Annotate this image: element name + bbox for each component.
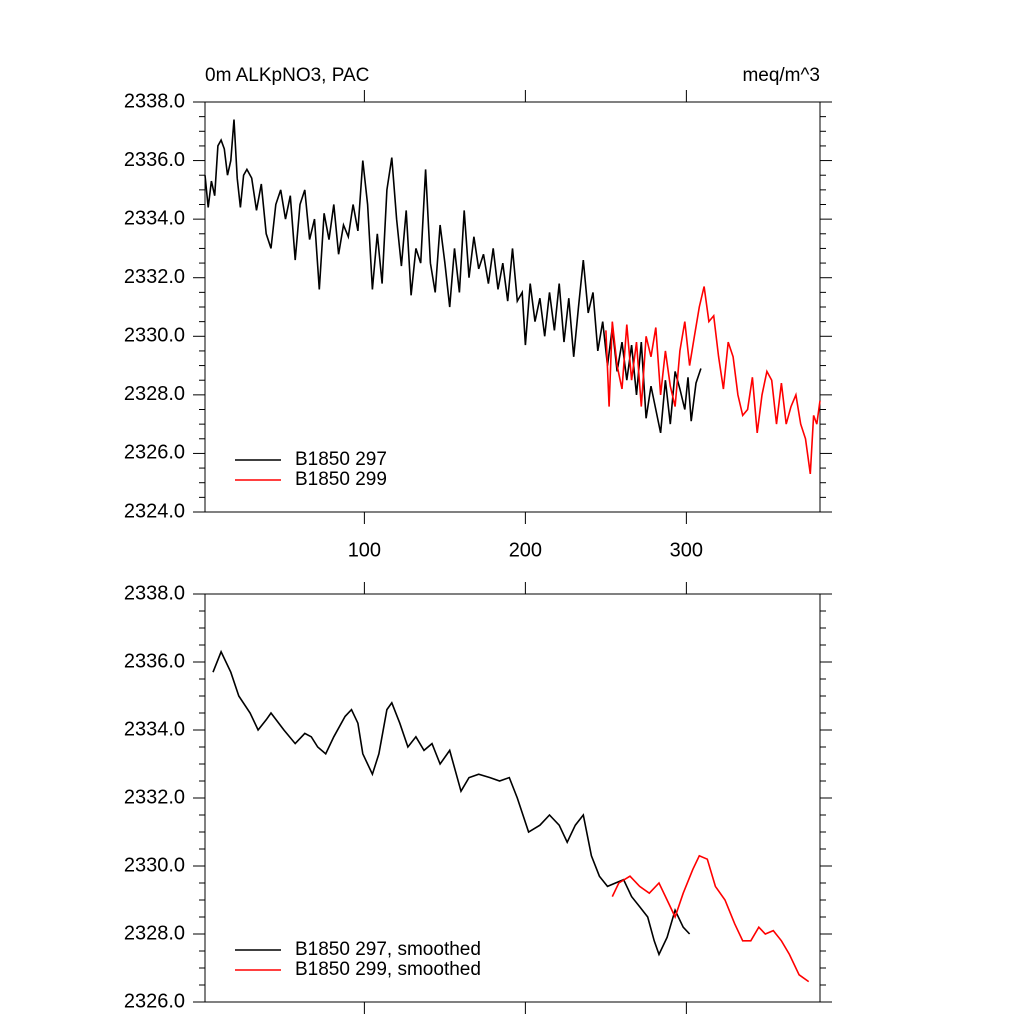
legend-label: B1850 299 — [295, 469, 387, 490]
y-tick-label: 2332.0 — [124, 786, 185, 808]
y-tick-label: 2330.0 — [124, 325, 185, 347]
data-line — [605, 286, 821, 475]
y-tick-label: 2328.0 — [124, 383, 185, 405]
x-tick-label: 300 — [670, 539, 703, 561]
y-tick-label: 2336.0 — [124, 149, 185, 171]
units-label: meq/m^3 — [742, 65, 820, 86]
x-tick-label: 200 — [509, 539, 542, 561]
y-tick-label: 2326.0 — [124, 442, 185, 464]
y-tick-label: 2336.0 — [124, 650, 185, 672]
y-tick-label: 2330.0 — [124, 854, 185, 876]
data-line — [212, 649, 691, 957]
chart-title: 0m ALKpNO3, PAC — [205, 65, 369, 86]
y-tick-label: 2334.0 — [124, 207, 185, 229]
legend-label: B1850 297 — [295, 449, 387, 470]
y-tick-label: 2326.0 — [124, 990, 185, 1012]
legend-label: B1850 297, smoothed — [295, 939, 481, 960]
x-tick-label: 100 — [348, 539, 381, 561]
data-line — [611, 854, 810, 983]
data-line — [204, 119, 702, 434]
y-tick-label: 2332.0 — [124, 266, 185, 288]
legend-label: B1850 299, smoothed — [295, 959, 481, 980]
y-tick-label: 2338.0 — [124, 582, 185, 604]
y-tick-label: 2338.0 — [124, 90, 185, 112]
y-tick-label: 2324.0 — [124, 500, 185, 522]
y-tick-label: 2334.0 — [124, 718, 185, 740]
y-tick-label: 2328.0 — [124, 922, 185, 944]
